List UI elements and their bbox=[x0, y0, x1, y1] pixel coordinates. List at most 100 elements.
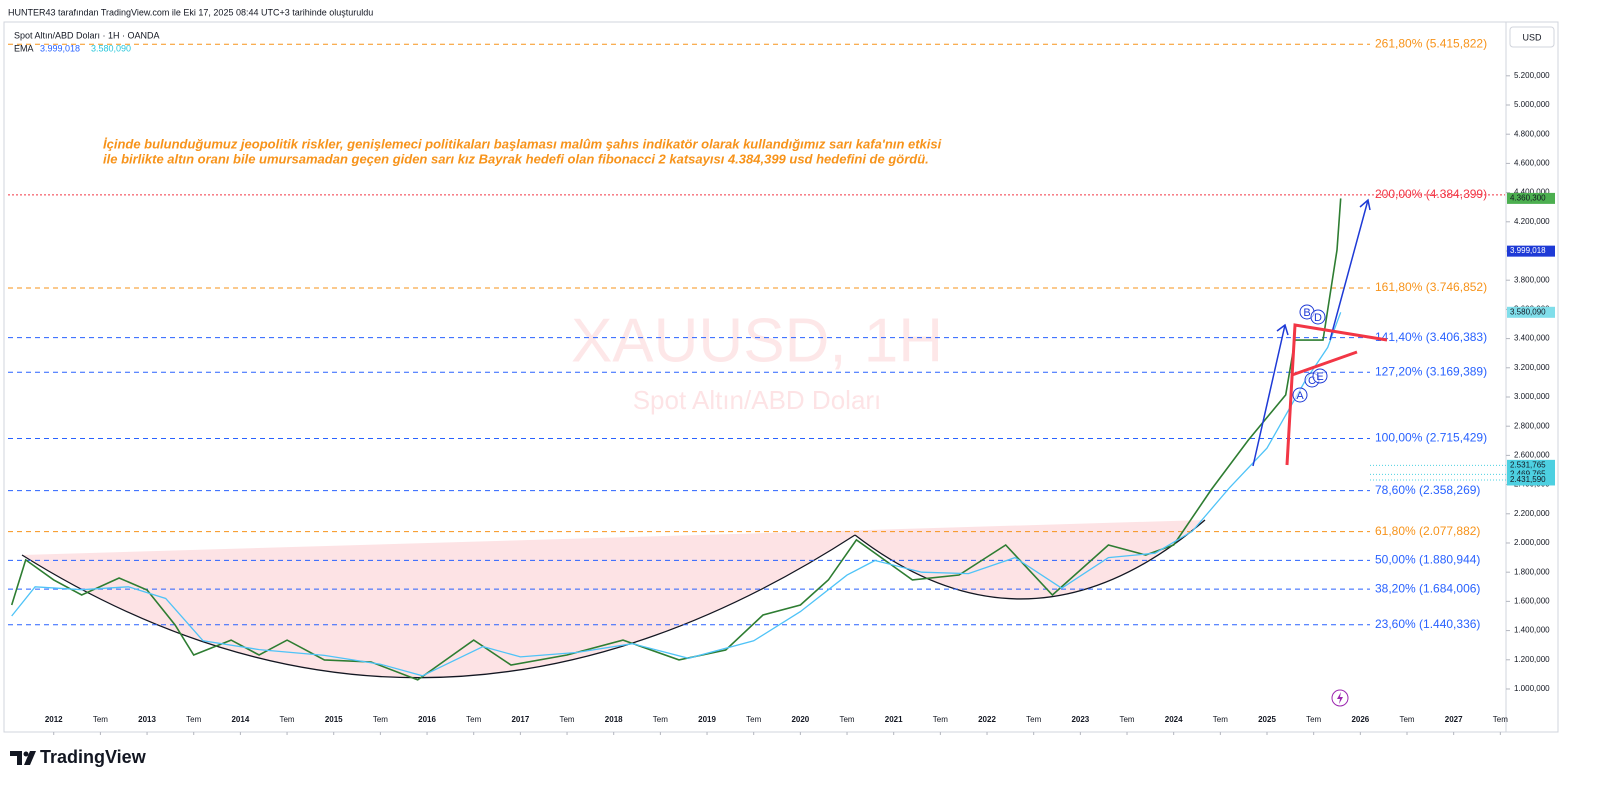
fib-label: 200,00% (4.384,399) bbox=[1375, 187, 1487, 201]
x-tick-label: Tem bbox=[373, 715, 388, 724]
x-tick-label: Tem bbox=[1306, 715, 1321, 724]
x-tick-label: Tem bbox=[1119, 715, 1134, 724]
indicator-value: 3.999,018 bbox=[40, 43, 80, 53]
x-tick-label: Tem bbox=[839, 715, 854, 724]
currency[interactable]: USD bbox=[1522, 32, 1542, 42]
x-tick-label: Tem bbox=[1213, 715, 1228, 724]
flag bbox=[1285, 323, 1388, 466]
annotation: ile birlikte altın oranı bile umursamada… bbox=[103, 151, 929, 166]
fib-label: 38,20% (1.684,006) bbox=[1375, 581, 1480, 595]
fib-label: 50,00% (1.880,944) bbox=[1375, 553, 1480, 567]
indicator-value: 3.580,090 bbox=[91, 43, 131, 53]
pattern-label: D bbox=[1314, 312, 1322, 324]
cup-arc bbox=[854, 519, 1206, 600]
y-tick-label: 2.600,000 bbox=[1514, 450, 1550, 459]
x-tick-label: Tem bbox=[1493, 715, 1508, 724]
logo-icon bbox=[10, 751, 36, 765]
watermark: XAUUSD, 1H bbox=[571, 306, 943, 375]
logo: TradingView bbox=[40, 747, 147, 767]
fib-label: 23,60% (1.440,336) bbox=[1375, 617, 1480, 631]
y-tick-label: 4.400,000 bbox=[1514, 188, 1550, 197]
y-tick-label: 4.200,000 bbox=[1514, 217, 1550, 226]
y-tick-label: 5.000,000 bbox=[1514, 100, 1550, 109]
y-tick-label: 3.000,000 bbox=[1514, 392, 1550, 401]
x-tick-label: 2026 bbox=[1351, 715, 1369, 724]
x-tick-label: Tem bbox=[466, 715, 481, 724]
price-label-box bbox=[1507, 459, 1555, 471]
y-tick-label: 1.400,000 bbox=[1514, 626, 1550, 635]
x-tick-label: Tem bbox=[186, 715, 201, 724]
x-tick-label: 2017 bbox=[511, 715, 529, 724]
price-label-box bbox=[1507, 245, 1555, 257]
y-tick-label: 4.600,000 bbox=[1514, 159, 1550, 168]
symbol: Spot Altın/ABD Doları · 1H · OANDA bbox=[14, 30, 160, 40]
x-tick-label: Tem bbox=[93, 715, 108, 724]
pattern-point bbox=[1312, 368, 1328, 384]
x-tick-label: 2014 bbox=[231, 715, 249, 724]
price-label: 2.531,765 bbox=[1510, 460, 1546, 469]
x-tick-label: 2023 bbox=[1071, 715, 1089, 724]
price-label: 3.999,018 bbox=[1510, 246, 1546, 255]
price-label-box bbox=[1507, 306, 1555, 318]
cup-arc bbox=[21, 534, 856, 679]
price-label-box bbox=[1507, 474, 1555, 486]
fib-label: 100,00% (2.715,429) bbox=[1375, 431, 1487, 445]
pattern-point bbox=[1310, 309, 1326, 325]
price-label-box bbox=[1507, 468, 1555, 480]
fib-label: 127,20% (3.169,389) bbox=[1375, 364, 1487, 378]
x-tick-label: 2021 bbox=[885, 715, 903, 724]
y-tick-label: 3.200,000 bbox=[1514, 363, 1550, 372]
y-tick-label: 1.200,000 bbox=[1514, 655, 1550, 664]
x-tick-label: Tem bbox=[746, 715, 761, 724]
ema-line bbox=[11, 312, 1342, 677]
x-tick-label: 2015 bbox=[325, 715, 343, 724]
x-tick-label: 2012 bbox=[45, 715, 63, 724]
price-label: 2.469,765 bbox=[1510, 470, 1546, 479]
y-tick-label: 2.000,000 bbox=[1514, 538, 1550, 547]
price-label: 2.431,590 bbox=[1510, 475, 1546, 484]
arrow bbox=[1252, 323, 1289, 467]
currency-button[interactable] bbox=[1509, 26, 1555, 48]
x-tick-label: Tem bbox=[653, 715, 668, 724]
pattern-label: E bbox=[1316, 371, 1323, 383]
y-tick-label: 3.800,000 bbox=[1514, 275, 1550, 284]
credit: HUNTER43 tarafından TradingView.com ile … bbox=[8, 7, 373, 17]
pattern-label: C bbox=[1308, 375, 1316, 387]
cup-area bbox=[22, 520, 1205, 678]
x-tick-label: Tem bbox=[279, 715, 294, 724]
indicator: EMA bbox=[14, 43, 34, 53]
y-tick-label: 1.800,000 bbox=[1514, 567, 1550, 576]
fib-label: 61,80% (2.077,882) bbox=[1375, 524, 1480, 538]
x-tick-label: 2022 bbox=[978, 715, 996, 724]
price-label: 4.360,300 bbox=[1510, 194, 1546, 203]
y-tick-label: 1.600,000 bbox=[1514, 596, 1550, 605]
x-tick-label: 2013 bbox=[138, 715, 156, 724]
fib-label: 161,80% (3.746,852) bbox=[1375, 280, 1487, 294]
x-tick-label: 2027 bbox=[1445, 715, 1463, 724]
y-tick-label: 4.800,000 bbox=[1514, 129, 1550, 138]
y-tick-label: 2.200,000 bbox=[1514, 509, 1550, 518]
x-tick-label: 2025 bbox=[1258, 715, 1276, 724]
arrow bbox=[1329, 198, 1371, 341]
x-tick-label: 2016 bbox=[418, 715, 436, 724]
y-tick-label: 3.400,000 bbox=[1514, 334, 1550, 343]
x-tick-label: Tem bbox=[1399, 715, 1414, 724]
fib-label: 261,80% (5.415,822) bbox=[1375, 36, 1487, 50]
price-label-box bbox=[1507, 192, 1555, 204]
x-tick-label: Tem bbox=[933, 715, 948, 724]
x-tick-label: 2019 bbox=[698, 715, 716, 724]
x-tick-label: Tem bbox=[559, 715, 574, 724]
drawings bbox=[1252, 198, 1388, 467]
y-tick-label: 2.800,000 bbox=[1514, 421, 1550, 430]
annotation: İçinde bulunduğumuz jeopolitik riskler, … bbox=[103, 136, 942, 151]
pattern-point bbox=[1292, 387, 1308, 403]
watermark: Spot Altın/ABD Doları bbox=[633, 385, 882, 415]
pattern-label: B bbox=[1303, 307, 1310, 319]
alert-icon[interactable] bbox=[1331, 689, 1349, 707]
x-tick-label: 2018 bbox=[605, 715, 623, 724]
y-tick-label: 1.000,000 bbox=[1514, 684, 1550, 693]
fib-label: 141,40% (3.406,383) bbox=[1375, 330, 1487, 344]
y-tick-label: 5.200,000 bbox=[1514, 71, 1550, 80]
